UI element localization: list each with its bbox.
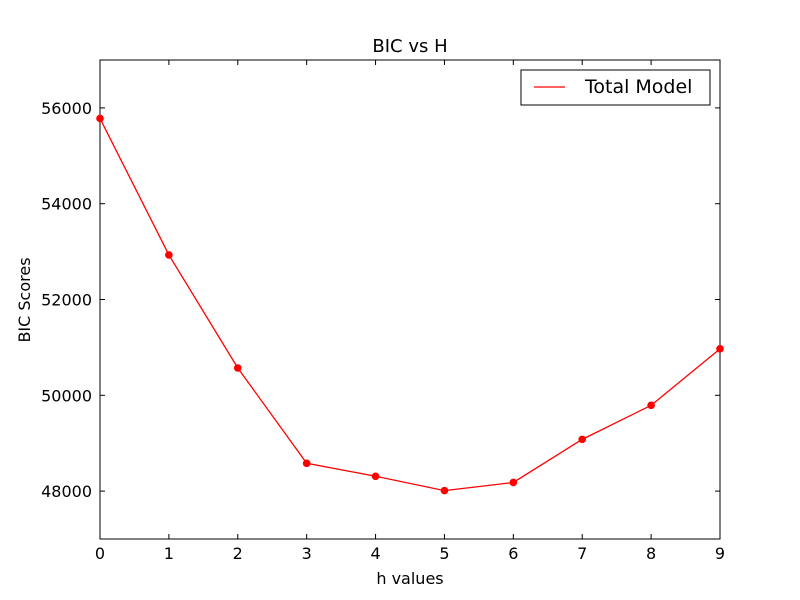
legend: Total Model <box>520 69 711 106</box>
chart-title: BIC vs H <box>372 36 447 57</box>
data-point <box>96 114 104 123</box>
data-point <box>716 345 724 353</box>
y-axis-label: BIC Scores <box>15 257 34 342</box>
data-point <box>509 478 518 487</box>
x-tick-label: 1 <box>164 544 174 563</box>
data-point <box>165 251 173 259</box>
data-point <box>578 435 587 444</box>
x-tick-label: 5 <box>439 544 449 563</box>
y-axis: 48000 50000 52000 54000 56000 <box>41 99 720 501</box>
x-tick-label: 2 <box>233 544 243 563</box>
x-tick-label: 8 <box>646 544 656 563</box>
data-point <box>371 472 380 481</box>
data-point <box>440 486 449 495</box>
x-tick-label: 4 <box>370 544 380 563</box>
x-tick-label: 7 <box>577 544 587 563</box>
x-axis: 0 1 2 3 4 5 6 7 8 9 <box>95 60 725 563</box>
y-tick-label: 52000 <box>41 291 92 310</box>
x-tick-label: 3 <box>302 544 312 563</box>
y-tick-label: 54000 <box>41 195 92 214</box>
plot-area <box>99 59 721 540</box>
data-point <box>647 401 655 410</box>
x-tick-label: 6 <box>508 544 518 563</box>
series-line <box>99 118 721 492</box>
y-tick-label: 50000 <box>41 386 92 405</box>
data-point <box>233 364 242 372</box>
y-tick-label: 56000 <box>41 99 92 118</box>
legend-label-total-model: Total Model <box>584 76 692 98</box>
x-tick-label: 9 <box>715 544 725 563</box>
x-axis-label: h values <box>376 569 443 588</box>
series-layer <box>96 114 724 495</box>
x-tick-label: 0 <box>95 544 105 563</box>
data-point <box>302 459 311 468</box>
y-tick-label: 48000 <box>41 482 92 501</box>
